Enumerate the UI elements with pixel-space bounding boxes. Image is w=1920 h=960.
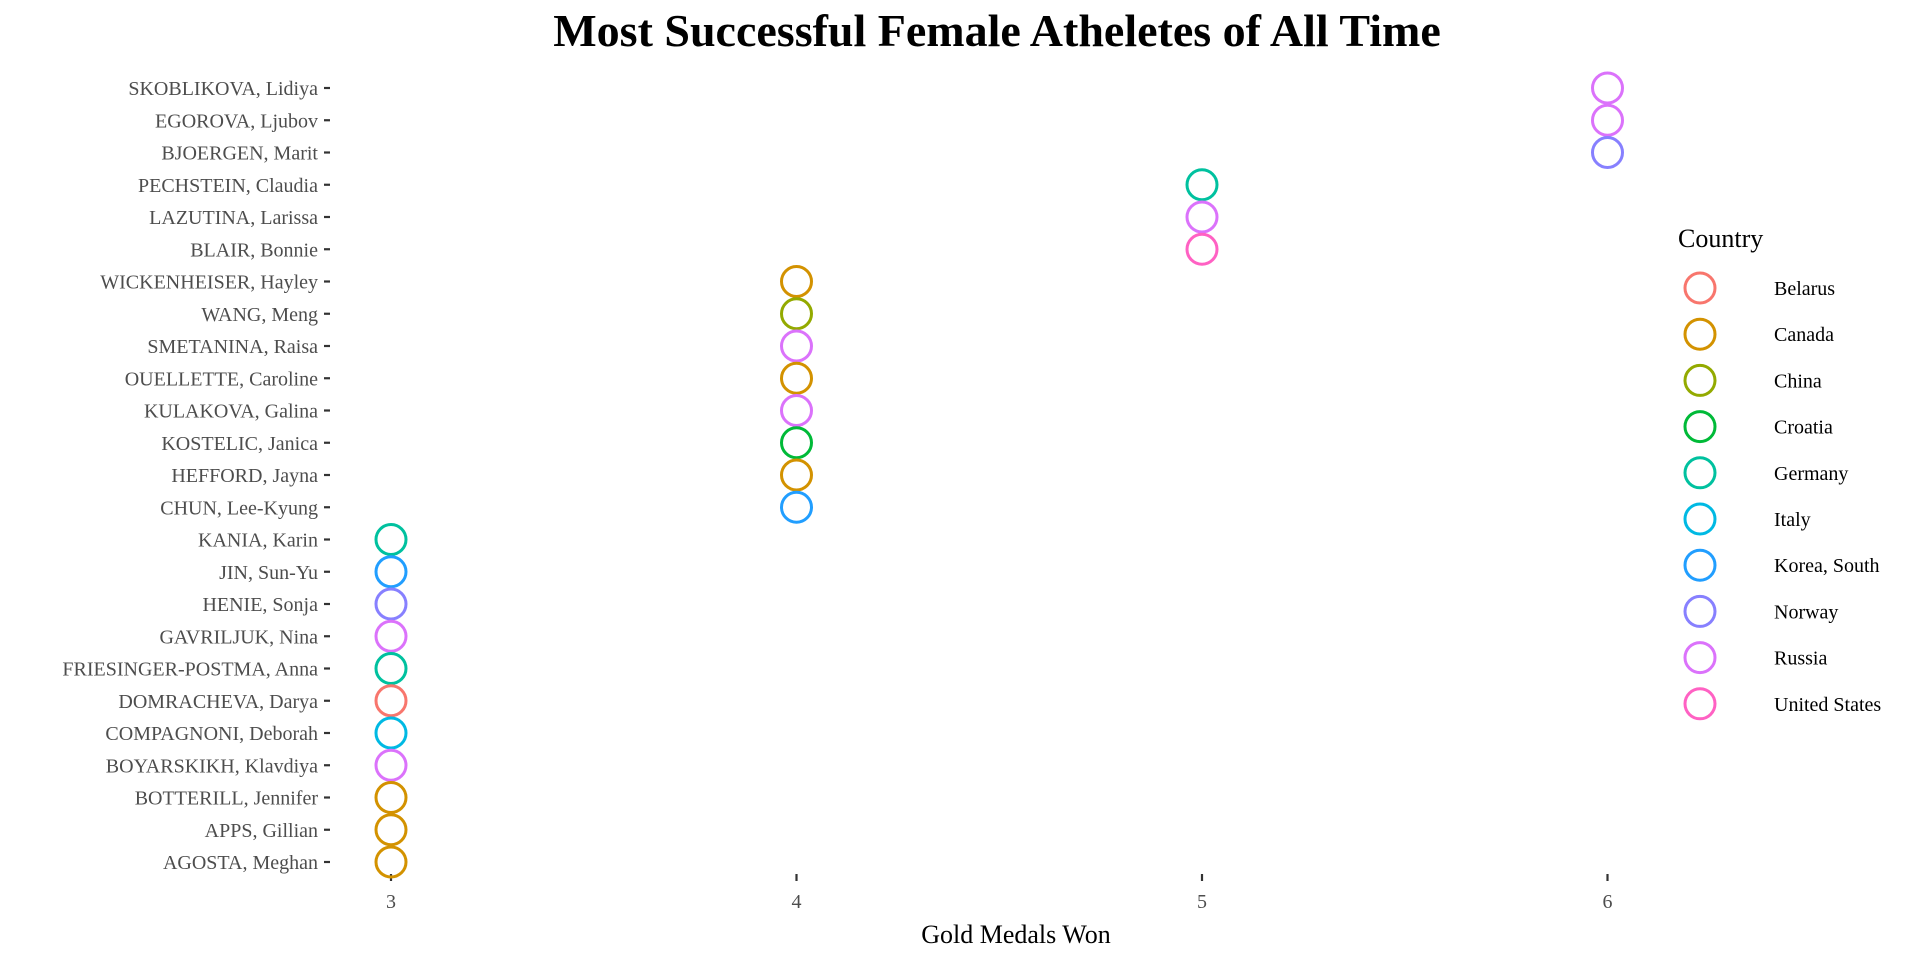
legend: Country Belarus Canada China Croatia Germany I… <box>1678 224 1881 721</box>
legend-key <box>1683 410 1717 444</box>
y-tick-label: FRIESINGER-POSTMA, Anna <box>62 659 318 681</box>
data-point <box>374 748 408 782</box>
legend-label: United States <box>1774 694 1881 716</box>
legend-label: Korea, South <box>1774 555 1880 577</box>
data-point <box>780 265 813 298</box>
y-tick-label: PECHSTEIN, Claudia <box>138 175 318 197</box>
data-point <box>1591 103 1624 137</box>
y-tick-label: BLAIR, Bonnie <box>190 239 318 261</box>
data-point <box>374 523 408 556</box>
y-tick-label: HEFFORD, Jayna <box>171 465 318 487</box>
legend-label: Canada <box>1774 324 1834 346</box>
legend-key <box>1683 271 1717 305</box>
legend-title: Country <box>1678 224 1763 253</box>
data-point <box>780 361 813 395</box>
y-tick-label: KULAKOVA, Galina <box>144 401 318 423</box>
data-point <box>780 426 813 460</box>
data-point <box>374 813 408 847</box>
data-point <box>1591 136 1624 169</box>
legend-label: Croatia <box>1774 417 1833 439</box>
legend-key <box>1683 363 1717 397</box>
x-axis: 3 4 5 6 <box>386 874 1613 913</box>
y-tick-label: KOSTELIC, Janica <box>161 433 318 455</box>
data-point <box>780 297 813 331</box>
y-tick-label: WANG, Meng <box>201 304 318 326</box>
data-point <box>374 652 408 685</box>
y-tick-label: AGOSTA, Meghan <box>163 852 318 874</box>
data-point <box>1185 200 1219 234</box>
y-tick-label: OUELLETTE, Caroline <box>125 368 318 390</box>
data-point <box>374 587 408 621</box>
data-point <box>780 458 813 492</box>
chart-title: Most Successful Female Atheletes of All … <box>553 5 1441 56</box>
data-point <box>780 490 813 524</box>
x-tick-label: 3 <box>386 891 396 913</box>
legend-key <box>1683 317 1717 351</box>
legend-key <box>1683 502 1717 536</box>
y-tick-label: COMPAGNONI, Deborah <box>105 723 318 745</box>
legend-label: China <box>1774 370 1822 392</box>
y-tick-label: BJOERGEN, Marit <box>161 143 318 165</box>
x-tick-label: 5 <box>1197 891 1207 913</box>
legend-key <box>1683 687 1717 721</box>
legend-key <box>1683 548 1717 582</box>
y-tick-label: JIN, Sun-Yu <box>219 562 318 584</box>
y-tick-label: CHUN, Lee-Kyung <box>160 497 318 519</box>
x-tick-label: 6 <box>1603 891 1613 913</box>
legend-label: Germany <box>1774 463 1848 485</box>
y-tick-label: WICKENHEISER, Hayley <box>100 272 318 294</box>
data-point <box>1591 71 1624 105</box>
y-tick-label: DOMRACHEVA, Darya <box>118 691 318 713</box>
legend-key <box>1683 641 1717 675</box>
legend-label: Belarus <box>1774 278 1835 300</box>
x-axis-label: Gold Medals Won <box>921 920 1111 949</box>
data-point <box>374 684 408 718</box>
data-point <box>780 329 813 363</box>
data-point <box>1185 232 1219 266</box>
data-point <box>374 781 408 814</box>
y-axis: SKOBLIKOVA, Lidiya EGOROVA, Ljubov BJOERGE… <box>62 78 330 874</box>
y-tick-label: APPS, Gillian <box>205 820 318 842</box>
data-point <box>374 845 408 879</box>
legend-label: Norway <box>1774 601 1838 623</box>
x-tick-label: 4 <box>792 891 802 913</box>
y-tick-label: HENIE, Sonja <box>202 594 318 616</box>
legend-key <box>1683 456 1717 490</box>
y-tick-label: SKOBLIKOVA, Lidiya <box>128 78 318 100</box>
data-points <box>374 71 1624 879</box>
y-tick-label: SMETANINA, Raisa <box>147 336 318 358</box>
y-tick-label: KANIA, Karin <box>198 530 318 552</box>
data-point <box>374 716 408 750</box>
legend-label: Italy <box>1774 509 1811 531</box>
data-point <box>374 555 408 589</box>
y-tick-label: GAVRILJUK, Nina <box>159 626 318 648</box>
data-point <box>780 394 813 427</box>
y-tick-label: LAZUTINA, Larissa <box>149 207 318 229</box>
y-tick-label: BOYARSKIKH, Klavdiya <box>106 755 318 777</box>
y-tick-label: BOTTERILL, Jennifer <box>135 788 319 810</box>
legend-label: Russia <box>1774 648 1827 670</box>
legend-key <box>1683 594 1717 628</box>
y-tick-label: EGOROVA, Ljubov <box>155 110 318 132</box>
data-point <box>374 619 408 653</box>
data-point <box>1185 168 1219 202</box>
